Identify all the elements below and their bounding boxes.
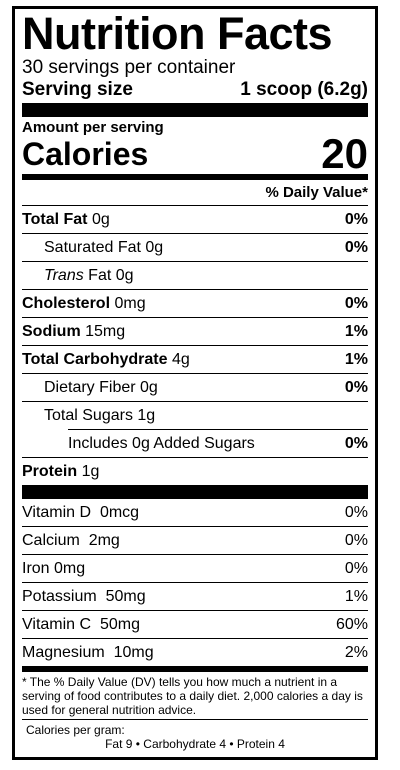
nutrition-facts-label: Nutrition Facts 30 servings per containe… [12,6,378,760]
label-title: Nutrition Facts [22,8,333,59]
vitamin-row-iron: Iron 0mg 0% [22,555,368,583]
thick-divider [22,103,368,117]
nutrient-dv: 0% [344,295,368,312]
vitamin-dv: 0% [344,532,368,549]
nutrient-amount: 0mg [114,295,146,312]
vitamin-name: Potassium [22,588,97,605]
nutrient-amount: 15mg [85,323,126,340]
vitamin-name: Calcium [22,532,80,549]
vitamin-name: Vitamin D [22,504,92,521]
nutrient-row-saturated-fat: Saturated Fat 0g 0% [22,234,368,262]
nutrient-row-protein: Protein 1g [22,458,368,485]
vitamin-amount: 0mcg [99,504,140,521]
nutrient-name: Total Fat [22,211,88,228]
nutrient-dv: 1% [344,323,368,340]
nutrient-row-total-fat: Total Fat 0g 0% [22,206,368,234]
vitamin-row-calcium: Calcium 2mg 0% [22,527,368,555]
indented-divider [68,429,368,430]
nutrient-name: Cholesterol [22,295,111,312]
nutrient-amount: 4g [171,351,190,368]
nutrient-row-dietary-fiber: Dietary Fiber 0g 0% [22,374,368,402]
nutrient-amount: 1g [81,463,100,480]
nutrient-name-italic: Trans [44,267,84,284]
calories-per-gram-label: Calories per gram: [26,723,125,737]
nutrient-row-total-carbohydrate: Total Carbohydrate 4g 1% [22,346,368,374]
vitamin-dv: 0% [344,504,368,521]
nutrient-row-total-sugars: Total Sugars 1g [22,402,368,429]
servings-per-container: 30 servings per container [22,57,236,78]
calories-row: Calories 20 [22,130,368,177]
nutrient-name: Dietary Fiber [44,379,136,396]
daily-value-footnote: * The % Daily Value (DV) tells you how m… [22,672,368,720]
nutrient-name: Total Sugars [44,407,133,424]
vitamin-dv: 0% [344,560,368,577]
thick-divider [22,485,368,499]
nutrient-row-added-sugars: Includes 0g Added Sugars 0% [22,430,368,458]
nutrient-name: Saturated Fat [44,239,141,256]
vitamin-name: Vitamin C [22,616,92,633]
serving-size-row: Serving size 1 scoop (6.2g) [22,78,368,101]
vitamin-name: Iron [22,560,50,577]
vitamin-name: Magnesium [22,644,105,661]
medium-divider [22,666,368,672]
nutrient-name: Sodium [22,323,81,340]
nutrient-name: Includes 0g Added Sugars [68,435,255,452]
nutrient-amount: 0g [140,379,158,396]
nutrient-dv: 0% [344,435,368,452]
vitamin-dv: 2% [344,644,368,661]
vitamin-row-c: Vitamin C 50mg 60% [22,611,368,639]
nutrient-amount: 0g [91,211,110,228]
nutrient-row-trans-fat: Trans Fat 0g [22,262,368,290]
calories-label: Calories [22,136,149,172]
vitamin-amount: 2mg [88,532,120,549]
medium-divider [22,174,368,180]
nutrient-name: Fat [88,267,112,284]
nutrient-row-cholesterol: Cholesterol 0mg 0% [22,290,368,318]
calories-per-gram-values: Fat 9 • Carbohydrate 4 • Protein 4 [105,737,285,751]
nutrient-amount: 0g [115,267,134,284]
vitamin-row-magnesium: Magnesium 10mg 2% [22,639,368,666]
nutrient-dv: 1% [344,351,368,368]
amount-per-serving: Amount per serving [22,119,164,136]
vitamin-amount: 50mg [105,588,146,605]
vitamin-dv: 1% [344,588,368,605]
nutrient-dv: 0% [344,239,368,256]
serving-size-label: Serving size [22,79,133,100]
nutrient-name: Total Carbohydrate [22,351,168,368]
nutrient-dv: 0% [344,379,368,396]
nutrient-name: Protein [22,463,78,480]
calories-value: 20 [321,130,368,177]
nutrient-amount: 1g [137,407,156,424]
serving-size-value: 1 scoop (6.2g) [240,79,368,100]
daily-value-header: % Daily Value* [22,180,368,206]
vitamin-row-d: Vitamin D 0mcg 0% [22,499,368,527]
nutrient-row-sodium: Sodium 15mg 1% [22,318,368,346]
vitamin-amount: 50mg [99,616,140,633]
nutrient-dv: 0% [344,211,368,228]
vitamin-row-potassium: Potassium 50mg 1% [22,583,368,611]
vitamin-amount: 10mg [113,644,154,661]
nutrient-amount: 0g [145,239,164,256]
vitamin-amount: 0mg [54,560,86,577]
vitamin-dv: 60% [335,616,368,633]
